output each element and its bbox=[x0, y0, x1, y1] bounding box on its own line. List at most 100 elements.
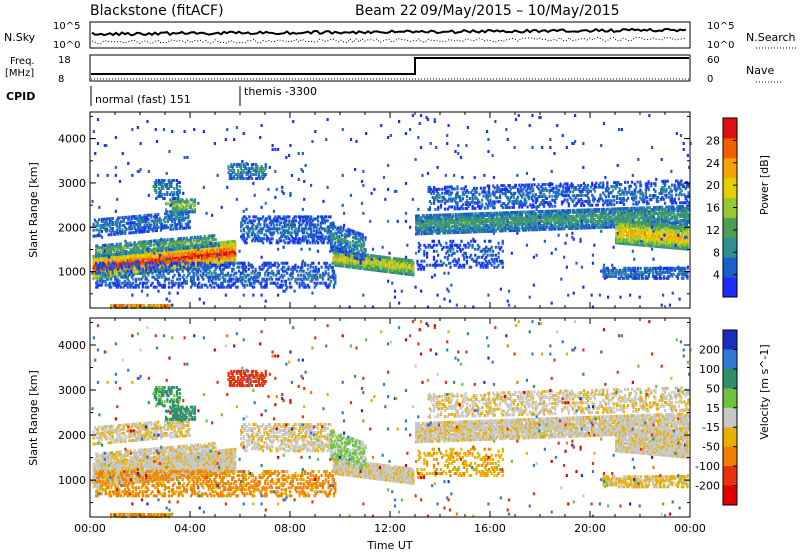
power-cell bbox=[184, 202, 187, 206]
power-cell bbox=[312, 239, 316, 243]
power-cell bbox=[151, 268, 154, 272]
power-cell bbox=[199, 249, 202, 253]
power-cell bbox=[148, 256, 152, 260]
power-cell bbox=[147, 267, 150, 271]
power-cell bbox=[139, 244, 142, 248]
power-cell bbox=[137, 261, 141, 265]
power-cell bbox=[154, 252, 157, 256]
power-cell bbox=[115, 222, 119, 226]
power-cell bbox=[176, 267, 179, 271]
power-cell bbox=[186, 254, 189, 258]
power-cell bbox=[146, 229, 149, 233]
power-cell bbox=[176, 206, 179, 210]
power-cell bbox=[198, 255, 201, 259]
power-cell bbox=[177, 267, 180, 271]
power-cell bbox=[235, 165, 238, 169]
power-cell bbox=[244, 241, 247, 245]
power-cell bbox=[173, 206, 176, 210]
power-cell bbox=[122, 273, 125, 277]
power-cell bbox=[270, 219, 273, 223]
power-cell bbox=[227, 240, 230, 244]
power-cell bbox=[191, 279, 194, 283]
power-cell bbox=[124, 229, 127, 233]
power-cell bbox=[191, 256, 194, 260]
power-cell bbox=[121, 259, 124, 263]
power-cell bbox=[98, 274, 101, 278]
power-cell bbox=[252, 231, 255, 235]
power-cell bbox=[205, 269, 208, 273]
power-cell bbox=[106, 221, 109, 225]
power-cell bbox=[93, 254, 97, 258]
power-cell bbox=[224, 265, 227, 269]
power-cell bbox=[102, 217, 105, 221]
power-cell bbox=[161, 267, 164, 271]
power-cell bbox=[242, 163, 245, 167]
power-cell bbox=[142, 220, 145, 224]
power-cell bbox=[196, 271, 199, 275]
power-cell bbox=[194, 235, 197, 239]
power-cell bbox=[207, 277, 210, 281]
power-cell bbox=[184, 212, 187, 216]
power-cell bbox=[286, 215, 289, 219]
power-cell bbox=[278, 221, 281, 225]
power-cell bbox=[146, 255, 149, 259]
power-cell bbox=[113, 232, 116, 236]
power-cell bbox=[248, 227, 251, 231]
power-cell bbox=[96, 283, 99, 287]
power-cell bbox=[159, 218, 163, 222]
power-cell bbox=[99, 274, 102, 278]
power-cell bbox=[180, 263, 183, 267]
power-cell bbox=[223, 256, 226, 260]
power-cell bbox=[306, 215, 309, 219]
power-cell bbox=[155, 250, 158, 254]
power-cell bbox=[209, 277, 212, 281]
power-cell bbox=[107, 271, 110, 275]
power-cell bbox=[157, 251, 160, 255]
power-cell bbox=[279, 231, 283, 235]
power-cell bbox=[170, 243, 173, 247]
power-cell bbox=[154, 213, 157, 217]
power-cell bbox=[99, 276, 102, 280]
power-cell bbox=[95, 220, 98, 224]
power-cell bbox=[156, 194, 159, 198]
power-cell bbox=[259, 169, 262, 173]
power-cell bbox=[158, 241, 161, 245]
power-cell bbox=[239, 275, 242, 279]
power-cell bbox=[180, 198, 183, 202]
power-cell bbox=[230, 177, 233, 181]
power-cell bbox=[92, 254, 95, 258]
power-cell bbox=[279, 235, 283, 239]
power-cell bbox=[301, 237, 305, 241]
power-cell bbox=[250, 165, 254, 169]
power-cell bbox=[132, 225, 135, 229]
power-cell bbox=[120, 271, 123, 275]
power-cell bbox=[195, 241, 198, 245]
power-cell bbox=[190, 250, 193, 254]
power-cell bbox=[165, 255, 168, 259]
power-cell bbox=[284, 225, 287, 229]
power-cell bbox=[195, 265, 198, 269]
power-cell bbox=[268, 227, 272, 231]
power-cell bbox=[170, 250, 174, 254]
power-cell bbox=[195, 253, 198, 257]
power-cell bbox=[183, 255, 186, 259]
power-cell bbox=[262, 227, 265, 231]
power-cell bbox=[169, 254, 172, 258]
power-cell bbox=[203, 248, 207, 252]
power-cell bbox=[103, 255, 106, 259]
power-cell bbox=[139, 228, 142, 232]
power-cell bbox=[166, 186, 169, 190]
power-cell bbox=[182, 210, 186, 214]
power-cell bbox=[231, 260, 234, 264]
power-cell bbox=[170, 213, 174, 217]
power-cell bbox=[155, 217, 158, 221]
power-cell bbox=[144, 216, 147, 220]
power-cell bbox=[288, 219, 291, 223]
power-cell bbox=[108, 251, 111, 255]
power-cell bbox=[172, 243, 175, 247]
power-cell bbox=[264, 167, 267, 171]
power-cell bbox=[100, 267, 103, 271]
power-cell bbox=[196, 261, 199, 265]
power-cell bbox=[212, 246, 215, 250]
power-cell bbox=[141, 242, 144, 246]
